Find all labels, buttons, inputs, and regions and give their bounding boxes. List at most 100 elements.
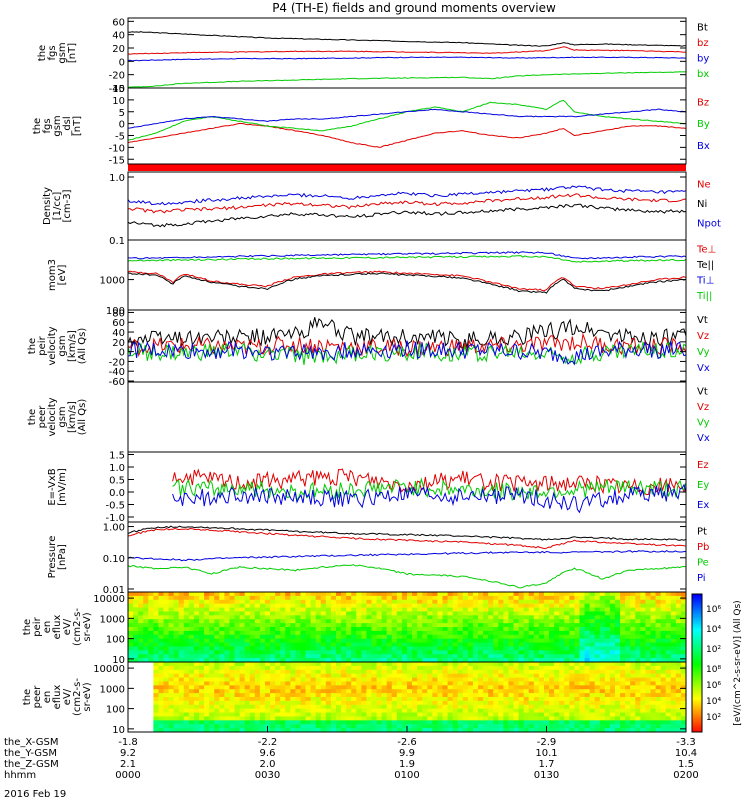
spectrogram-cell xyxy=(275,708,281,713)
spectrogram-cell xyxy=(640,607,646,612)
spectrogram-cell xyxy=(528,681,535,686)
spectrogram-cell xyxy=(325,654,332,659)
spectrogram-cell xyxy=(153,642,159,647)
spectrogram-cell xyxy=(133,592,139,597)
spectrogram-cell xyxy=(295,646,301,651)
spectrogram-cell xyxy=(543,700,550,706)
spectrogram-cell xyxy=(381,716,388,721)
spectrogram-cell xyxy=(335,634,342,640)
spectrogram-cell xyxy=(452,630,459,636)
spectrogram-cell xyxy=(589,673,596,678)
spectrogram-cell xyxy=(254,654,261,659)
spectrogram-cell xyxy=(153,712,159,717)
spectrogram-cell xyxy=(275,634,281,640)
x-tick-label: 0200 xyxy=(673,770,698,781)
spectrogram-cell xyxy=(645,681,651,686)
spectrogram-cell xyxy=(569,627,575,632)
spectrogram-cell xyxy=(401,603,408,608)
spectrogram-cell xyxy=(538,646,545,651)
spectrogram-cell xyxy=(528,642,535,647)
spectrogram-cell xyxy=(614,697,621,702)
spectrogram-cell xyxy=(488,599,494,605)
colorbar-label: [eV/(cm^2-s-sr-eV)] (All Qs) xyxy=(733,600,743,725)
spectrogram-cell xyxy=(199,642,205,647)
spectrogram-cell xyxy=(204,693,210,698)
spectrogram-cell xyxy=(538,673,545,678)
spectrogram-cell xyxy=(447,716,454,721)
spectrogram-cell xyxy=(604,685,611,690)
spectrogram-cell xyxy=(650,697,656,702)
spectrogram-cell xyxy=(549,627,555,632)
spectrogram-cell xyxy=(346,720,352,725)
spectrogram-cell xyxy=(614,673,621,678)
spectrogram-cell xyxy=(224,607,230,612)
spectrogram-cell xyxy=(609,623,616,628)
spectrogram-cell xyxy=(533,627,540,632)
spectrogram-cell xyxy=(655,592,662,597)
spectrogram-cell xyxy=(376,669,383,675)
spectrogram-cell xyxy=(493,669,499,675)
spectrogram-cell xyxy=(437,630,443,636)
spectrogram-cell xyxy=(650,611,656,616)
spectrogram-cell xyxy=(214,658,220,663)
spectrogram-cell xyxy=(508,627,514,632)
spectrogram-cell xyxy=(249,595,256,601)
spectrogram-cell xyxy=(620,611,626,616)
spectrogram-cell xyxy=(138,650,144,655)
y-axis-label: fgs xyxy=(47,45,58,60)
legend-Ti⊥: Ti⊥ xyxy=(696,276,714,287)
spectrogram-cell xyxy=(158,716,164,721)
colorbar-tick-label: 10⁶ xyxy=(706,605,721,615)
spectrogram-cell xyxy=(412,638,418,643)
spectrogram-cell xyxy=(371,724,377,729)
spectrogram-cell xyxy=(168,623,175,628)
spectrogram-cell xyxy=(533,716,540,721)
spectrogram-cell xyxy=(178,712,185,717)
spectrogram-cell xyxy=(341,615,347,620)
spectrogram-cell xyxy=(148,677,154,682)
spectrogram-cell xyxy=(275,638,281,643)
spectrogram-cell xyxy=(270,662,276,667)
spectrogram-cell xyxy=(665,607,672,612)
spectrogram-cell xyxy=(178,646,185,651)
spectrogram-cell xyxy=(472,669,479,675)
spectrogram-cell xyxy=(523,704,530,710)
spectrogram-cell xyxy=(275,592,281,597)
spectrogram-cell xyxy=(371,700,377,706)
spectrogram-cell xyxy=(584,642,591,647)
spectrogram-cell xyxy=(472,724,479,729)
spectrogram-cell xyxy=(376,720,383,725)
spectrogram-cell xyxy=(630,677,636,682)
spectrogram-cell xyxy=(239,654,246,659)
spectrogram-cell xyxy=(589,607,596,612)
spectrogram-cell xyxy=(346,662,352,667)
spectrogram-cell xyxy=(650,662,656,667)
spectrogram-cell xyxy=(640,662,646,667)
spectrogram-cell xyxy=(199,681,205,686)
spectrogram-cell xyxy=(366,630,372,636)
y-tick-label: 100 xyxy=(106,705,125,716)
spectrogram-cell xyxy=(538,720,545,725)
spectrogram-cell xyxy=(493,700,499,706)
spectrogram-cell xyxy=(229,646,235,651)
spectrogram-cell xyxy=(630,716,636,721)
spectrogram-cell xyxy=(341,619,347,624)
spectrogram-cell xyxy=(188,697,195,702)
spectrogram-cell xyxy=(574,650,580,655)
spectrogram-cell xyxy=(417,595,423,601)
colorbar-tick-label: 10² xyxy=(706,713,721,723)
spectrogram-cell xyxy=(660,634,667,640)
spectrogram-cell xyxy=(300,712,306,717)
spectrogram-cell xyxy=(549,658,555,663)
spectrogram-cell xyxy=(528,728,535,733)
spectrogram-cell xyxy=(275,603,281,608)
colorbar-cell xyxy=(692,672,702,675)
spectrogram-cell xyxy=(630,646,636,651)
spectrogram-cell xyxy=(407,681,413,686)
spectrogram-cell xyxy=(239,650,246,655)
spectrogram-cell xyxy=(204,697,210,702)
spectrogram-cell xyxy=(401,681,408,686)
spectrogram-cell xyxy=(478,685,484,690)
spectrogram-cell xyxy=(163,720,169,725)
spectrogram-cell xyxy=(427,685,433,690)
